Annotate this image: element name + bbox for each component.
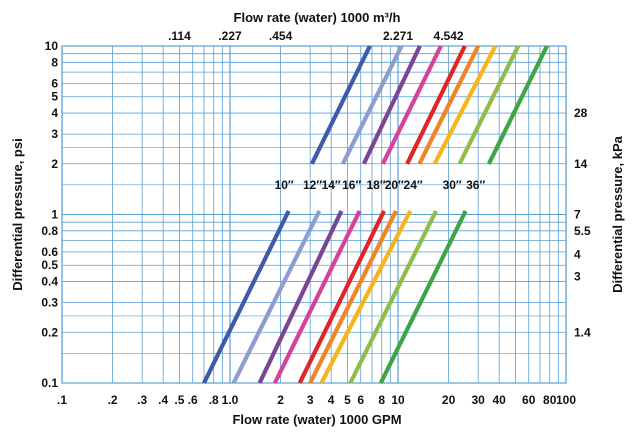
series-label: 10″ [275, 178, 294, 192]
x-tick-label: 6 [357, 393, 364, 407]
plot-border [61, 45, 567, 384]
y-tick-label: 3 [51, 127, 58, 141]
y-tick-label: 0.8 [41, 224, 58, 238]
x-tick-label: 20 [442, 393, 456, 407]
x-tick-label: .3 [137, 393, 147, 407]
series-label: 36″ [466, 178, 485, 192]
x-tick-label: .6 [188, 393, 198, 407]
series-line-upper [405, 45, 467, 165]
x-tick-label: .1 [57, 393, 67, 407]
series-line-lower [348, 209, 438, 384]
x-tick-label: 10 [391, 393, 405, 407]
y2-tick-label: 4 [574, 247, 581, 261]
series-line-lower [231, 209, 322, 384]
y-tick-label: 0.6 [41, 245, 58, 259]
y-tick-label: 4 [51, 106, 58, 120]
series-line-upper [457, 45, 521, 165]
y2-tick-label: 28 [574, 106, 588, 120]
bottom-axis-title: Flow rate (water) 1000 GPM [232, 412, 401, 427]
y2-tick-label: 3 [574, 269, 581, 283]
series-label: 12″ [303, 178, 322, 192]
x-tick-label: 100 [556, 393, 576, 407]
x-tick-label: 2 [277, 393, 284, 407]
series-label: 30″ [443, 178, 462, 192]
x-tick-label: .5 [174, 393, 184, 407]
y-tick-label: 0.3 [41, 296, 58, 310]
x-tick-label: .4 [158, 393, 168, 407]
y-tick-label: 0.1 [41, 376, 58, 390]
right-axis-title: Differential pressure, kPa [610, 135, 625, 293]
y-tick-label: 6 [51, 76, 58, 90]
series-label: 14″ [322, 178, 341, 192]
y-tick-label: 5 [51, 90, 58, 104]
series-label: 18″ [366, 178, 385, 192]
series-line-lower [297, 210, 386, 384]
x-tick-label: 5 [344, 393, 351, 407]
y2-tick-label: 5.5 [574, 224, 591, 238]
y-tick-label: 1 [51, 208, 58, 222]
x-tick-label: 80 [543, 393, 557, 407]
x-tick-label: 3 [307, 393, 314, 407]
series-line-upper [417, 45, 481, 165]
x2-tick-label: 4.542 [434, 29, 464, 43]
left-axis-title: Differential pressure, psi [10, 138, 25, 290]
series-line-upper [380, 45, 443, 165]
top-axis-title: Flow rate (water) 1000 m³/h [234, 10, 401, 25]
x2-tick-label: .114 [168, 29, 191, 43]
x-tick-label: 4 [328, 393, 335, 407]
x-tick-label: .8 [209, 393, 219, 407]
series-label: 20″ [385, 178, 404, 192]
x2-tick-label: .227 [218, 29, 242, 43]
y-tick-label: 8 [51, 55, 58, 69]
x2-tick-label: 2.271 [383, 29, 413, 43]
series-line-lower [319, 209, 413, 384]
series-line-upper [361, 45, 422, 165]
y-tick-label: 2 [51, 157, 58, 171]
x-tick-label: 60 [522, 393, 536, 407]
y-tick-label: 0.2 [41, 325, 58, 339]
series-line-upper [340, 45, 404, 165]
series-line-lower [308, 209, 398, 384]
series-label: 16″ [342, 178, 361, 192]
series-line-upper [486, 45, 549, 165]
series-line-lower [257, 210, 344, 384]
y-tick-label: 0.5 [41, 258, 58, 272]
series-line-upper [432, 45, 498, 165]
y2-tick-label: 7 [574, 208, 581, 222]
x2-tick-label: .454 [269, 29, 293, 43]
series-line-lower [273, 210, 362, 384]
x-tick-label: 40 [492, 393, 506, 407]
x-tick-label: 30 [471, 393, 485, 407]
x-tick-label: 1.0 [222, 393, 239, 407]
series-line-lower [202, 210, 291, 384]
y2-tick-label: 14 [574, 157, 588, 171]
series-line-lower [378, 210, 468, 384]
y2-tick-label: 1.4 [574, 325, 591, 339]
series-label: 24″ [404, 178, 423, 192]
series-line-upper [310, 45, 372, 165]
x-tick-label: 8 [378, 393, 385, 407]
y-tick-label: 10 [45, 39, 59, 53]
x-tick-label: .2 [108, 393, 118, 407]
y-tick-label: 0.4 [41, 275, 58, 289]
